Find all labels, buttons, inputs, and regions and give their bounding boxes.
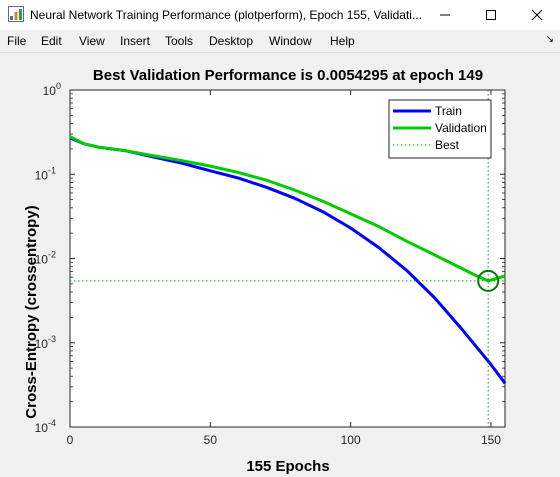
menu-desktop[interactable]: Desktop [209, 34, 254, 48]
y-tick-label: 100 [43, 81, 61, 98]
maximize-button[interactable] [468, 0, 514, 30]
menu-edit[interactable]: Edit [41, 34, 62, 48]
close-icon [531, 9, 543, 21]
performance-plot[interactable]: Best Validation Performance is 0.0054295… [0, 53, 560, 477]
series-layer [69, 135, 507, 385]
legend-label-train: Train [435, 104, 462, 118]
best-point-marker [477, 269, 500, 292]
legend-label-validation: Validation [435, 121, 487, 135]
minimize-icon [440, 14, 450, 16]
chart-title: Best Validation Performance is 0.0054295… [93, 67, 483, 84]
dock-arrow-icon[interactable]: ↘ [545, 34, 554, 45]
y-tick-labels: 100 10-1 10-2 10-3 10-4 [35, 81, 61, 435]
x-tick-label: 100 [341, 433, 361, 447]
x-tick-labels: 0 50 100 150 [67, 433, 502, 447]
legend-label-best: Best [435, 138, 460, 152]
y-axis-label: Cross-Entropy (crossentropy) [23, 205, 40, 418]
x-tick-label: 150 [481, 433, 501, 447]
y-tick-label: 10-2 [35, 250, 56, 267]
y-tick-label: 10-1 [35, 165, 56, 182]
menu-view[interactable]: View [79, 34, 105, 48]
menu-tools[interactable]: Tools [165, 34, 194, 48]
series-line-validation [69, 135, 506, 283]
minimize-button[interactable] [422, 0, 468, 30]
matlab-figure-icon [8, 6, 24, 22]
tick-marks [69, 89, 505, 428]
menu-window[interactable]: Window [269, 34, 312, 48]
x-axis-label: 155 Epochs [246, 458, 329, 475]
menu-insert[interactable]: Insert [120, 34, 151, 48]
y-tick-label: 10-3 [35, 334, 56, 351]
close-button[interactable] [514, 0, 560, 30]
title-bar: Neural Network Training Performance (plo… [0, 0, 560, 30]
x-tick-label: 0 [67, 433, 74, 447]
x-tick-label: 50 [204, 433, 218, 447]
menu-file[interactable]: File [7, 34, 27, 48]
menu-help[interactable]: Help [330, 34, 355, 48]
window-title: Neural Network Training Performance (plo… [30, 8, 422, 22]
legend[interactable]: Train Validation Best [388, 99, 492, 159]
menu-bar: File Edit View Insert Tools Desktop Wind… [0, 30, 560, 52]
menu-separator [0, 52, 560, 53]
maximize-icon [486, 10, 496, 20]
y-tick-label: 10-4 [35, 418, 56, 435]
